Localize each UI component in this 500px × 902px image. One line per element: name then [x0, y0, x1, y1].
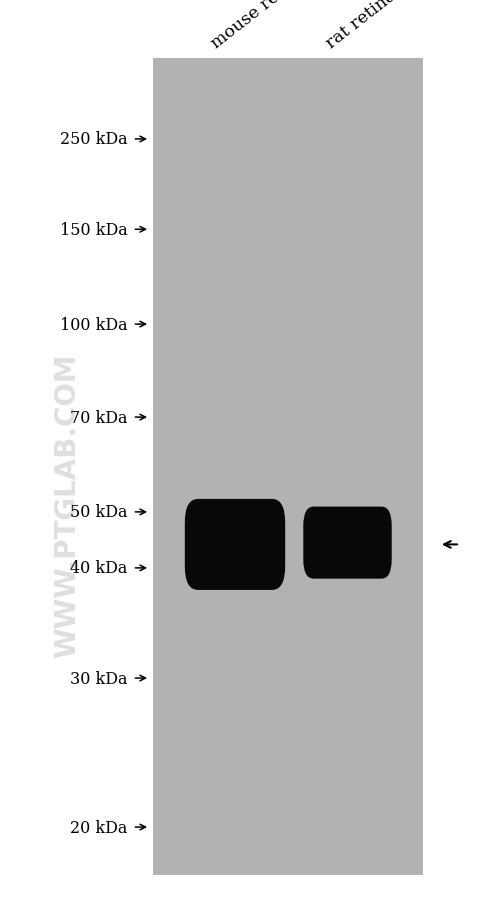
Text: 150 kDa: 150 kDa: [60, 222, 128, 238]
FancyBboxPatch shape: [185, 500, 285, 590]
Text: 250 kDa: 250 kDa: [60, 132, 128, 148]
Text: 70 kDa: 70 kDa: [70, 410, 128, 426]
Text: rat retina: rat retina: [322, 0, 399, 52]
FancyBboxPatch shape: [304, 507, 392, 579]
Text: mouse retina: mouse retina: [208, 0, 309, 52]
Text: 20 kDa: 20 kDa: [70, 819, 128, 835]
Text: WWW.PTGLAB.COM: WWW.PTGLAB.COM: [54, 353, 82, 658]
FancyBboxPatch shape: [152, 59, 422, 875]
Text: 50 kDa: 50 kDa: [70, 504, 128, 520]
Text: 30 kDa: 30 kDa: [70, 670, 128, 686]
Text: 40 kDa: 40 kDa: [70, 560, 128, 576]
Text: 100 kDa: 100 kDa: [60, 317, 128, 333]
